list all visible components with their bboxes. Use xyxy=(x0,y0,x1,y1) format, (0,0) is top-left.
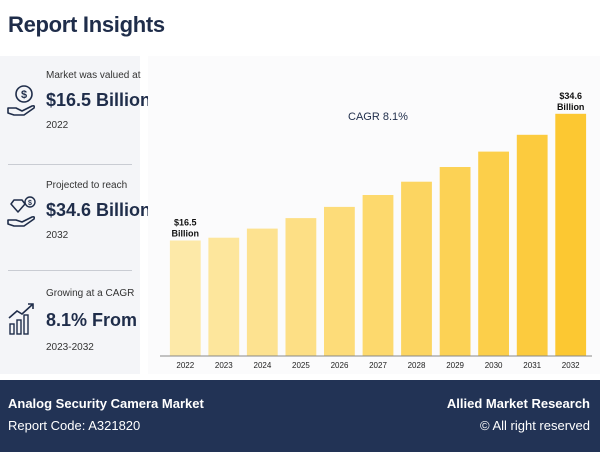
x-tick-label: 2025 xyxy=(292,361,310,370)
svg-text:$: $ xyxy=(21,89,27,101)
x-tick-label: 2032 xyxy=(562,361,580,370)
data-label: Billion xyxy=(172,229,200,239)
bar-2026 xyxy=(324,206,355,356)
x-tick-label: 2024 xyxy=(254,361,272,370)
x-tick-label: 2028 xyxy=(408,361,426,370)
stat-caption: Market was valued at xyxy=(46,70,141,81)
x-tick-label: 2029 xyxy=(446,361,464,370)
data-label: $34.6 xyxy=(559,91,582,101)
stat-year: 2022 xyxy=(46,120,69,131)
bar-2022 xyxy=(169,240,201,356)
copyright-text: © All right reserved xyxy=(479,418,590,433)
stat-value: 8.1% From xyxy=(46,310,138,330)
bar-2029 xyxy=(439,167,471,356)
x-tick-label: 2022 xyxy=(176,361,194,370)
footer: Analog Security Camera Market Report Cod… xyxy=(0,380,600,452)
x-tick-label: 2023 xyxy=(215,361,233,370)
bar-2024 xyxy=(246,228,278,356)
money-hand-icon: $ xyxy=(7,85,36,116)
stat-cagr: Growing at a CAGR 8.1% From 2023-2032 xyxy=(0,288,140,368)
x-tick-label: 2026 xyxy=(331,361,349,370)
bar-2027 xyxy=(362,195,394,356)
insights-panel: $ Market was valued at $16.5 Billion 202… xyxy=(0,56,151,374)
divider xyxy=(8,164,132,165)
stat-caption: Growing at a CAGR xyxy=(46,288,135,299)
diamond-hand-icon: $ xyxy=(7,196,36,227)
stat-caption: Projected to reach xyxy=(46,180,128,191)
data-label: Billion xyxy=(557,102,585,112)
divider xyxy=(8,270,132,271)
brand-name: Allied Market Research xyxy=(446,396,590,411)
bar-2032 xyxy=(555,113,587,356)
bar-2031 xyxy=(516,134,548,356)
bar-chart: CAGR 8.1% 2022 2023 2024 2025 2026 2027 2028 20… xyxy=(160,91,592,370)
cagr-annotation: CAGR 8.1% xyxy=(348,111,408,123)
x-tick-label: 2031 xyxy=(523,361,541,370)
bar-2023 xyxy=(208,237,240,356)
bar-2028 xyxy=(401,181,432,356)
market-name: Analog Security Camera Market xyxy=(8,396,204,411)
bar-2025 xyxy=(285,218,317,356)
report-code: Report Code: A321820 xyxy=(8,418,141,433)
chart-panel: CAGR 8.1% 2022 2023 2024 2025 2026 2027 2028 20… xyxy=(148,56,600,374)
stat-value: $34.6 Billion xyxy=(46,200,152,220)
data-label: $16.5 xyxy=(174,218,197,228)
stat-year: 2032 xyxy=(46,230,69,241)
svg-text:$: $ xyxy=(28,200,32,207)
x-tick-label: 2030 xyxy=(485,361,503,370)
page-title: Report Insights xyxy=(8,12,165,37)
stat-projected-value: $ Projected to reach $34.6 Billion 2032 xyxy=(0,180,151,260)
stat-market-value: $ Market was valued at $16.5 Billion 202… xyxy=(0,70,151,150)
bar-2030 xyxy=(478,151,509,356)
growth-chart-icon xyxy=(8,303,34,335)
x-tick-label: 2027 xyxy=(369,361,387,370)
stat-year: 2023-2032 xyxy=(46,342,94,353)
stat-value: $16.5 Billion xyxy=(46,90,152,110)
